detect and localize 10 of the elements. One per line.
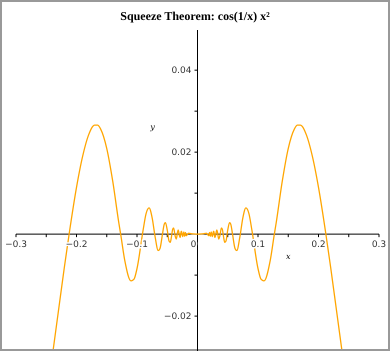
chart-title: Squeeze Theorem: cos(1/x) x² xyxy=(120,9,270,23)
x-tick-label: 0 xyxy=(190,240,197,250)
x-axis-title: x xyxy=(286,252,291,262)
x-tick-label: 0.3 xyxy=(372,240,386,250)
y-axis-title: y xyxy=(149,122,156,132)
x-tick-label: 0.2 xyxy=(311,240,326,250)
x-tick-label: −0.3 xyxy=(5,240,27,250)
y-tick-label: 0.04 xyxy=(171,66,192,76)
y-tick-label: −0.02 xyxy=(164,312,192,322)
y-tick-label: 0.02 xyxy=(171,148,192,158)
